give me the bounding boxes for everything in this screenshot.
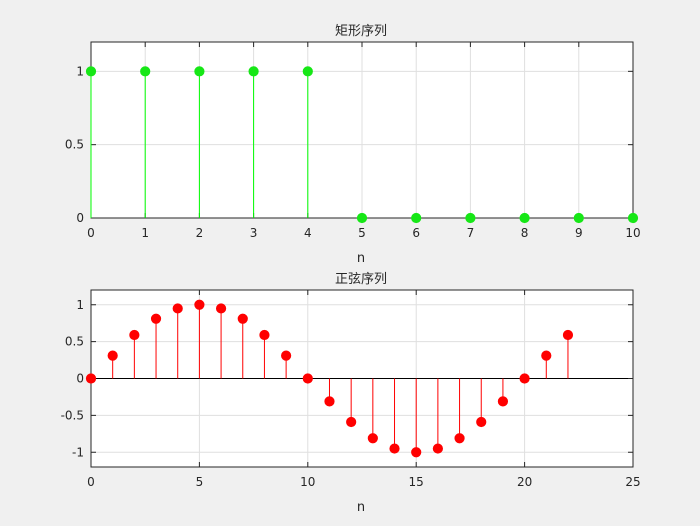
sine-sequence-title: 正弦序列	[335, 271, 387, 287]
stem-marker	[389, 443, 400, 454]
sine-sequence-axes: 0 5 10 15 20 25 -1 -0.5 0 0.5 1	[61, 289, 641, 489]
stem-marker	[302, 66, 313, 77]
rect-sequence-axes: 0 1 2 3 4 5 6 7 8 9 10 0 0.5 1	[65, 41, 641, 240]
stem-marker	[302, 373, 313, 384]
stem-marker	[129, 329, 140, 341]
y-tick-label: 0	[76, 372, 84, 386]
sine-sequence-xlabel: n	[357, 500, 365, 515]
rect-sequence-xlabel: n	[357, 251, 365, 266]
stem-marker	[85, 66, 97, 77]
stem-marker	[519, 373, 530, 384]
stem-marker	[237, 313, 248, 324]
stem-marker	[194, 66, 205, 77]
x-tick-label: 8	[521, 226, 529, 240]
x-tick-label: 20	[517, 475, 532, 489]
stem-marker	[248, 66, 259, 77]
stem-marker	[541, 350, 552, 361]
x-tick-label: 2	[196, 226, 204, 240]
stem-marker	[573, 212, 584, 224]
stem-marker	[562, 329, 574, 341]
x-tick-label: 0	[87, 475, 95, 489]
stem-marker	[411, 212, 422, 224]
stem-marker	[107, 350, 118, 361]
x-tick-label: 7	[467, 226, 475, 240]
stem-marker	[346, 416, 357, 428]
stem-marker	[281, 350, 292, 361]
stem-marker	[259, 329, 270, 341]
stem-marker	[411, 447, 422, 458]
y-tick-label: 0.5	[65, 335, 84, 349]
stem-marker	[454, 433, 465, 444]
stem-marker	[324, 396, 335, 407]
stem-marker	[172, 303, 183, 314]
x-tick-label: 9	[575, 226, 583, 240]
stem-marker	[519, 212, 530, 224]
stem-marker	[194, 299, 205, 310]
stem-marker	[627, 212, 639, 224]
y-tick-label: -0.5	[61, 408, 84, 422]
y-tick-label: -1	[72, 445, 84, 459]
x-tick-label: 1	[141, 226, 149, 240]
stem-marker	[356, 212, 368, 224]
stem-marker	[140, 66, 151, 77]
stem-marker	[476, 416, 487, 428]
x-tick-label: 0	[87, 226, 95, 240]
stem-marker	[465, 212, 476, 224]
x-tick-label: 25	[625, 475, 640, 489]
stem-marker	[367, 433, 378, 444]
y-tick-label: 1	[76, 64, 84, 78]
x-tick-label: 3	[250, 226, 258, 240]
stem-marker	[215, 303, 227, 314]
y-tick-label: 0	[76, 211, 84, 225]
y-tick-label: 1	[76, 298, 84, 312]
x-tick-label: 5	[358, 226, 366, 240]
stem-marker	[432, 443, 443, 454]
stem-marker	[150, 313, 162, 324]
x-tick-label: 4	[304, 226, 312, 240]
x-tick-label: 6	[412, 226, 420, 240]
rect-sequence-title: 矩形序列	[335, 24, 387, 39]
x-tick-label: 10	[300, 475, 315, 489]
y-tick-label: 0.5	[65, 138, 84, 152]
stem-marker	[497, 396, 509, 407]
x-tick-label: 5	[196, 475, 204, 489]
stem-marker	[85, 373, 97, 384]
x-tick-label: 10	[625, 226, 640, 240]
x-tick-label: 15	[409, 475, 424, 489]
